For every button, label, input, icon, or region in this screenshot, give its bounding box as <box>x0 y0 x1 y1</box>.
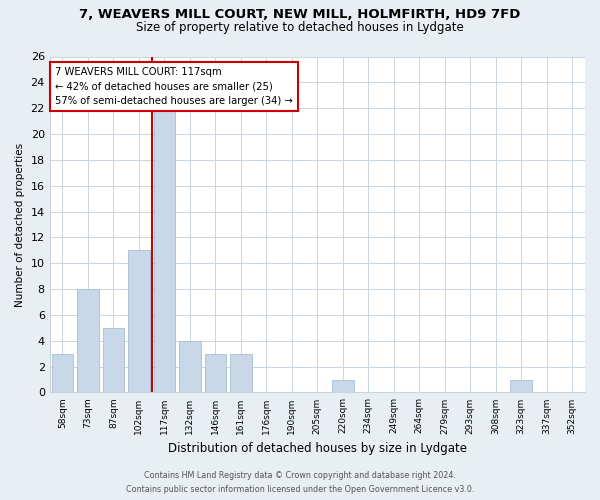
Text: 7 WEAVERS MILL COURT: 117sqm
← 42% of detached houses are smaller (25)
57% of se: 7 WEAVERS MILL COURT: 117sqm ← 42% of de… <box>55 66 293 106</box>
Y-axis label: Number of detached properties: Number of detached properties <box>15 142 25 306</box>
Text: 7, WEAVERS MILL COURT, NEW MILL, HOLMFIRTH, HD9 7FD: 7, WEAVERS MILL COURT, NEW MILL, HOLMFIR… <box>79 8 521 20</box>
Bar <box>154 108 175 393</box>
Bar <box>52 354 73 393</box>
Bar <box>511 380 532 392</box>
Bar <box>332 380 353 392</box>
Bar <box>103 328 124 392</box>
Bar <box>230 354 251 393</box>
Bar <box>205 354 226 393</box>
Bar <box>77 289 99 393</box>
X-axis label: Distribution of detached houses by size in Lydgate: Distribution of detached houses by size … <box>168 442 467 455</box>
Bar <box>179 340 201 392</box>
Bar <box>128 250 150 392</box>
Text: Size of property relative to detached houses in Lydgate: Size of property relative to detached ho… <box>136 21 464 34</box>
Text: Contains HM Land Registry data © Crown copyright and database right 2024.
Contai: Contains HM Land Registry data © Crown c… <box>126 472 474 494</box>
